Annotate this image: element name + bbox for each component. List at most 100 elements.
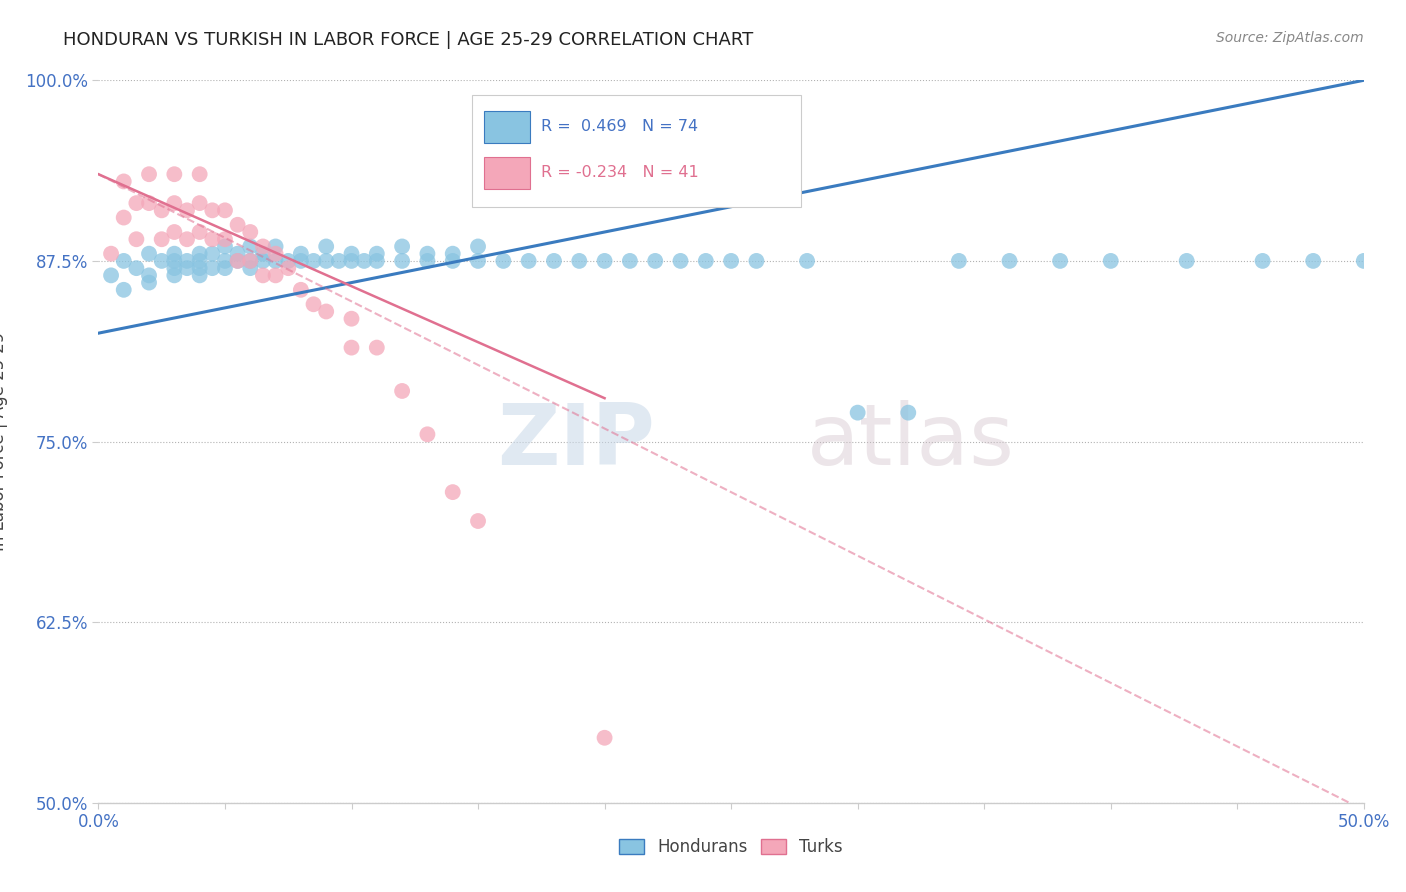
Point [467,239,489,253]
Point [252,239,274,253]
Point [543,254,565,268]
Point [188,261,211,276]
FancyBboxPatch shape [471,95,800,207]
Point [252,246,274,260]
Point [264,254,287,268]
Point [340,254,363,268]
Legend: Hondurans, Turks: Hondurans, Turks [613,831,849,863]
Point [1353,254,1375,268]
Point [150,254,173,268]
Point [188,246,211,260]
Point [214,254,236,268]
Point [720,254,742,268]
Point [441,246,464,260]
Point [441,254,464,268]
Point [138,167,160,181]
Point [163,268,186,283]
Point [188,196,211,211]
Point [214,261,236,276]
FancyBboxPatch shape [484,157,530,189]
Point [214,239,236,253]
Point [188,268,211,283]
Point [125,232,148,246]
Point [340,246,363,260]
Text: R =  0.469   N = 74: R = 0.469 N = 74 [541,119,699,134]
Point [112,254,135,268]
Point [492,254,515,268]
Point [125,196,148,211]
Point [150,203,173,218]
Point [467,514,489,528]
Text: ZIP: ZIP [498,400,655,483]
Point [226,254,249,268]
Point [201,246,224,260]
Point [745,254,768,268]
Point [138,268,160,283]
Point [948,254,970,268]
Point [467,254,489,268]
Point [112,211,135,225]
Point [176,232,198,246]
Text: HONDURAN VS TURKISH IN LABOR FORCE | AGE 25-29 CORRELATION CHART: HONDURAN VS TURKISH IN LABOR FORCE | AGE… [63,31,754,49]
Y-axis label: In Labor Force | Age 25-29: In Labor Force | Age 25-29 [0,332,8,551]
Point [264,268,287,283]
Point [163,225,186,239]
Point [998,254,1021,268]
Point [138,276,160,290]
Point [201,203,224,218]
Point [796,254,818,268]
Point [150,232,173,246]
Point [366,341,388,355]
Point [644,254,666,268]
Point [252,268,274,283]
Point [441,485,464,500]
Point [340,341,363,355]
Text: Source: ZipAtlas.com: Source: ZipAtlas.com [1216,31,1364,45]
Point [201,232,224,246]
Point [226,246,249,260]
Point [416,246,439,260]
Point [163,261,186,276]
Point [188,167,211,181]
Point [416,427,439,442]
Point [302,254,325,268]
Point [100,246,122,260]
Point [328,254,350,268]
Text: R = -0.234   N = 41: R = -0.234 N = 41 [541,164,699,179]
Point [846,406,869,420]
Point [214,203,236,218]
Point [138,246,160,260]
Point [1251,254,1274,268]
Point [112,283,135,297]
Point [264,246,287,260]
Point [277,261,299,276]
Point [695,254,717,268]
Point [138,196,160,211]
Point [290,246,312,260]
Point [669,254,692,268]
Point [619,254,641,268]
Point [226,254,249,268]
Point [264,239,287,253]
Point [290,254,312,268]
Point [1049,254,1071,268]
Point [302,297,325,311]
Point [593,731,616,745]
Point [226,218,249,232]
Point [201,261,224,276]
Point [176,254,198,268]
Point [366,254,388,268]
Point [1302,254,1324,268]
Point [214,232,236,246]
Point [517,254,540,268]
FancyBboxPatch shape [484,112,530,143]
Point [163,196,186,211]
Point [1099,254,1122,268]
Point [1175,254,1198,268]
Point [112,174,135,188]
Point [125,261,148,276]
Point [353,254,375,268]
Point [416,254,439,268]
Point [252,254,274,268]
Point [391,239,413,253]
